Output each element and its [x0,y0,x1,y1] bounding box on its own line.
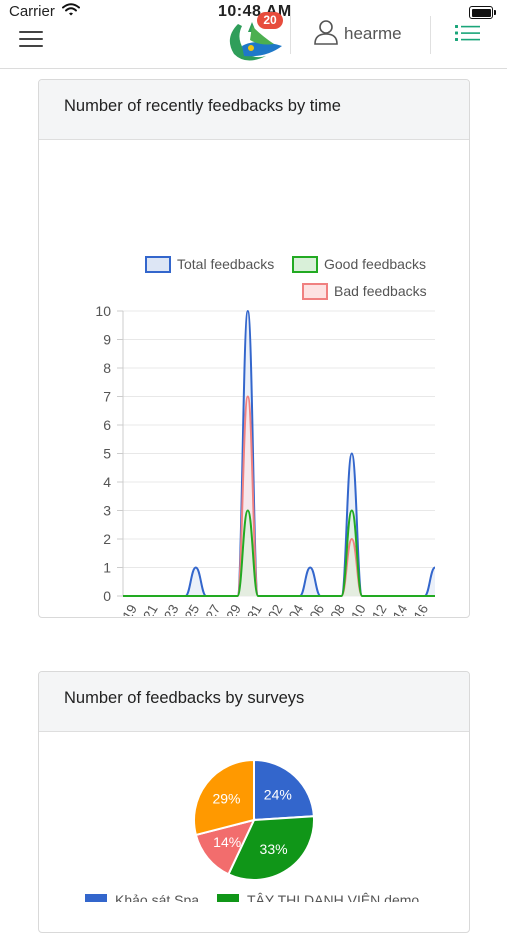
header-divider [290,16,291,54]
user-profile-button[interactable]: hearme [313,19,402,50]
wifi-icon [62,3,80,21]
y-tick-label: 1 [103,560,111,576]
card-header: Number of recently feedbacks by time [39,80,469,140]
app-header: 20 hearme [0,12,507,69]
y-tick-label: 5 [103,446,111,462]
legend-label: Good feedbacks [324,256,426,272]
pie-slice [194,818,256,876]
card-header: Number of feedbacks by surveys [39,672,469,732]
y-tick-label: 10 [95,303,111,319]
y-tick-label: 8 [103,360,111,376]
pie-slice [227,815,315,881]
series-line [123,509,435,597]
legend-label: Bad feedbacks [334,283,427,299]
legend-label: Khảo sát Spa [115,892,199,902]
legend-label: Total feedbacks [177,256,274,272]
feedbacks-by-surveys-card: Number of feedbacks by surveys 24% 33% 14%… [38,671,470,933]
feedbacks-by-time-card: Number of recently feedbacks by time Tot… [38,79,470,618]
app-logo [222,16,288,66]
list-menu-button[interactable] [454,22,482,44]
series-area [123,396,435,596]
username-label: hearme [344,24,402,43]
battery-icon [469,6,496,19]
y-tick-label: 6 [103,417,111,433]
pie-value-label: 33% [260,841,288,857]
pie-value-label: 29% [212,791,240,807]
series-area [123,510,435,596]
pie-value-label: 24% [264,787,292,803]
x-tick-label: 2023-07-19 [92,602,140,616]
legend-swatch [292,256,318,273]
series-line [123,395,435,597]
legend-label: TÂY THI DANH VIỆN demo [247,892,419,902]
card-title: Number of recently feedbacks by time [64,97,341,115]
pie-chart: 24% 33% 14% 29% Khảo sát Spa TÂY THI DANH VIỆ… [85,758,419,902]
y-tick-label: 9 [103,332,111,348]
notification-badge[interactable]: 20 [257,12,283,29]
legend-swatch [85,894,107,902]
y-tick-label: 7 [103,389,111,405]
carrier-label: Carrier [9,3,55,20]
card-title: Number of feedbacks by surveys [64,689,305,707]
legend-swatch [302,283,328,300]
pie-value-label: 14% [213,834,241,850]
y-tick-label: 0 [103,588,111,604]
y-tick-label: 2 [103,531,111,547]
hamburger-menu-button[interactable] [19,27,45,49]
pie-slice [193,758,255,837]
user-icon [313,19,339,50]
legend-swatch [217,894,239,902]
pie-slice [253,758,315,822]
line-chart: Total feedbacks Good feedbacks Bad feedbac… [92,256,436,616]
y-tick-label: 4 [103,474,111,490]
y-tick-label: 3 [103,503,111,519]
legend-swatch [145,256,171,273]
header-divider [430,16,431,54]
